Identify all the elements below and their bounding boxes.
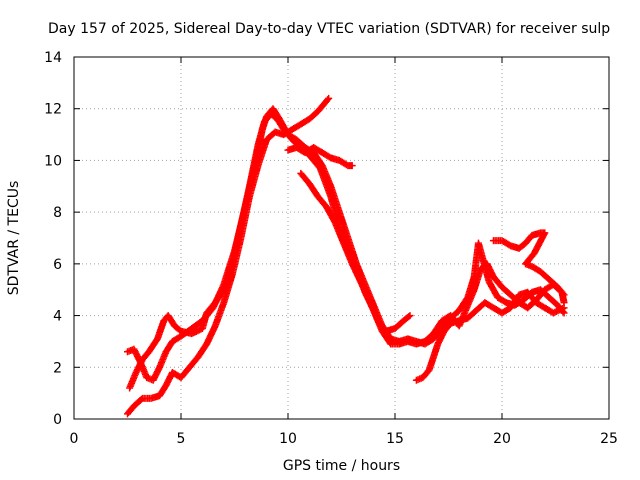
x-axis-label: GPS time / hours <box>283 458 400 474</box>
data-point <box>324 96 332 104</box>
chart-title: Day 157 of 2025, Sidereal Day-to-day VTE… <box>48 21 610 37</box>
x-tick-label: 5 <box>177 431 186 447</box>
x-tick-label: 25 <box>600 431 618 447</box>
data-point <box>325 94 333 102</box>
y-tick-label: 10 <box>44 153 62 169</box>
data-point <box>348 162 356 170</box>
series-track-f <box>412 288 568 384</box>
data-point <box>559 290 567 298</box>
y-tick-label: 2 <box>53 360 62 376</box>
data-point <box>560 291 568 299</box>
series-track-g <box>489 229 568 299</box>
data-point <box>406 312 414 320</box>
x-tick-label: 10 <box>279 431 297 447</box>
x-tick-label: 0 <box>70 431 79 447</box>
y-axis-label: SDTVAR / TECUs <box>6 181 22 296</box>
y-tick-label: 0 <box>53 412 62 428</box>
y-tick-label: 6 <box>53 257 62 273</box>
y-tick-label: 4 <box>53 309 62 325</box>
points-layer <box>124 94 568 418</box>
series-track-e <box>297 169 414 335</box>
data-point <box>560 304 568 312</box>
y-tick-label: 8 <box>53 205 62 221</box>
series-track-d <box>284 144 356 170</box>
plot-frame <box>73 56 610 420</box>
x-tick-label: 20 <box>493 431 511 447</box>
x-tick-label: 15 <box>386 431 404 447</box>
data-point <box>405 313 413 321</box>
y-tick-label: 14 <box>44 50 62 66</box>
y-tick-label: 12 <box>44 102 62 118</box>
